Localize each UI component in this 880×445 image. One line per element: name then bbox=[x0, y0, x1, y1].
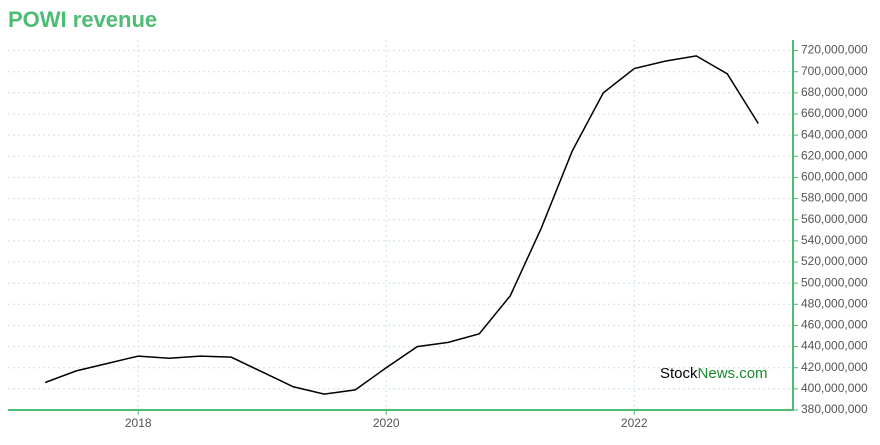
y-tick-label: 540,000,000 bbox=[801, 233, 868, 247]
y-tick-label: 620,000,000 bbox=[801, 148, 868, 162]
y-tick-label: 460,000,000 bbox=[801, 318, 868, 332]
x-tick-label: 2018 bbox=[125, 416, 152, 430]
x-tick-label: 2022 bbox=[621, 416, 648, 430]
y-tick-label: 420,000,000 bbox=[801, 360, 868, 374]
chart-title: POWI revenue bbox=[8, 7, 157, 32]
y-tick-label: 640,000,000 bbox=[801, 127, 868, 141]
y-tick-label: 720,000,000 bbox=[801, 43, 868, 57]
watermark-part: Stock bbox=[660, 365, 698, 382]
y-tick-label: 580,000,000 bbox=[801, 191, 868, 205]
y-tick-label: 380,000,000 bbox=[801, 402, 868, 416]
line bbox=[44, 55, 759, 395]
watermark-part: News.com bbox=[698, 365, 768, 382]
y-tick-label: 600,000,000 bbox=[801, 170, 868, 184]
y-tick-label: 480,000,000 bbox=[801, 296, 868, 310]
y-tick-label: 560,000,000 bbox=[801, 212, 868, 226]
y-tick-label: 660,000,000 bbox=[801, 106, 868, 120]
y-tick-label: 500,000,000 bbox=[801, 275, 868, 289]
y-tick-label: 700,000,000 bbox=[801, 64, 868, 78]
y-tick-label: 400,000,000 bbox=[801, 381, 868, 395]
y-tick-label: 680,000,000 bbox=[801, 85, 868, 99]
watermark: StockNews.com bbox=[660, 365, 768, 382]
y-tick-label: 440,000,000 bbox=[801, 339, 868, 353]
y-tick-label: 520,000,000 bbox=[801, 254, 868, 268]
x-tick-label: 2020 bbox=[373, 416, 400, 430]
